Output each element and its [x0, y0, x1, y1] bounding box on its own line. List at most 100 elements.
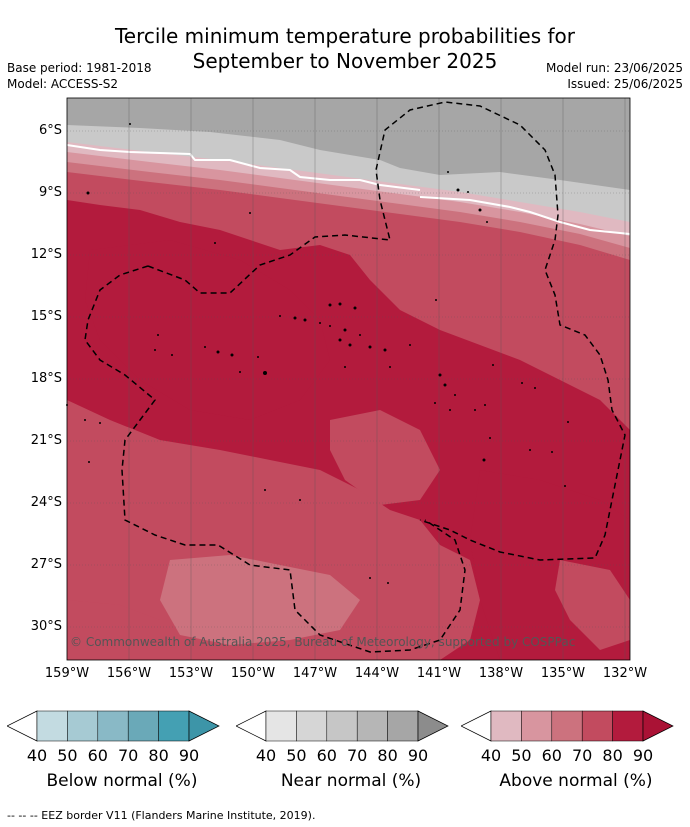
island: [435, 299, 437, 301]
colorbar-extend-low: [460, 710, 492, 742]
island: [359, 334, 361, 336]
lon-label-138w: 138°W: [478, 666, 524, 681]
island: [293, 316, 297, 320]
eez-border-cook-islands: [147, 101, 626, 561]
colorbar-ticks: 40 50 60 70 80 90: [7, 746, 237, 766]
title-line-1: Tercile minimum temperature probabilitie…: [114, 24, 576, 48]
island: [443, 383, 447, 387]
colorbar-segment: [387, 710, 419, 742]
lon-label-150w: 150°W: [230, 666, 276, 681]
tick-label: 40: [26, 746, 48, 765]
lat-label-9s: 9°S: [38, 185, 62, 200]
island: [434, 402, 436, 404]
colorbar-segment: [265, 710, 297, 742]
island: [467, 191, 469, 193]
tick-label: 70: [118, 746, 139, 765]
run-info: Model run: 23/06/2025 Issued: 25/06/2025: [546, 60, 683, 92]
island: [230, 353, 234, 357]
tick-label: 60: [541, 746, 562, 765]
island: [369, 577, 371, 579]
copyright-notice: © Commonwealth of Australia 2025, Bureau…: [70, 635, 576, 649]
legend-above-normal: 40 50 60 70 80 90 Above normal (%): [460, 708, 690, 808]
issued-date: Issued: 25/06/2025: [567, 77, 683, 91]
above-70-band: [67, 172, 630, 430]
lon-label-147w: 147°W: [292, 666, 338, 681]
island: [216, 350, 220, 354]
island: [204, 346, 206, 348]
colorbar-ticks: 40 50 60 70 80 90: [236, 746, 466, 766]
island: [303, 318, 307, 322]
island: [482, 458, 486, 462]
island: [484, 404, 486, 406]
island: [263, 371, 267, 375]
island: [129, 123, 131, 125]
colorbar-segment: [158, 710, 190, 742]
legend-caption: Near normal (%): [280, 771, 422, 791]
above-70-patch-east: [555, 560, 630, 650]
island: [409, 344, 411, 346]
model-name: Model: ACCESS-S2: [7, 77, 119, 91]
island: [534, 387, 536, 389]
colorbar-above-normal: [460, 710, 674, 742]
white-boundary-east: [419, 196, 630, 235]
lon-label-153w: 153°W: [168, 666, 214, 681]
colorbar-segment: [490, 710, 522, 742]
tick-label: 90: [178, 746, 200, 765]
tick-label: 90: [407, 746, 429, 765]
island: [171, 354, 173, 356]
colorbar-segment: [521, 710, 553, 742]
colorbar-segment: [612, 710, 644, 742]
island: [551, 451, 553, 453]
legend-near-normal: 40 50 60 70 80 90 Near normal (%): [235, 708, 466, 808]
tick-label: 90: [632, 746, 654, 765]
island: [478, 208, 482, 212]
tick-label: 80: [602, 746, 623, 765]
island: [154, 349, 156, 351]
island: [389, 366, 391, 368]
tick-label: 70: [572, 746, 593, 765]
colorbar-segment: [581, 710, 613, 742]
island: [88, 461, 90, 463]
colorbar-extend-low: [6, 710, 38, 742]
tick-label: 50: [57, 746, 78, 765]
lon-label-156w: 156°W: [106, 666, 152, 681]
tick-label: 50: [511, 746, 532, 765]
colorbar-segment: [127, 710, 159, 742]
island: [279, 315, 281, 317]
island: [521, 382, 523, 384]
colorbar-ticks: 40 50 60 70 80 90: [461, 746, 690, 766]
island: [344, 366, 346, 368]
island: [99, 422, 101, 424]
grid-lines: [67, 98, 630, 660]
lat-label-24s: 24°S: [30, 495, 62, 510]
colorbar-extend-high: [642, 710, 674, 742]
map-canvas: [66, 97, 631, 661]
tick-label: 70: [347, 746, 368, 765]
lat-label-12s: 12°S: [30, 247, 62, 262]
colorbar-extend-high: [188, 710, 220, 742]
lat-label-21s: 21°S: [30, 433, 62, 448]
islands: [66, 123, 569, 584]
island: [348, 343, 352, 347]
colorbar-segment: [97, 710, 129, 742]
colorbar-segment: [551, 710, 583, 742]
island: [492, 364, 494, 366]
lon-label-135w: 135°W: [540, 666, 586, 681]
island: [343, 328, 347, 332]
tick-label: 40: [255, 746, 277, 765]
tick-label: 50: [286, 746, 307, 765]
island: [567, 421, 569, 423]
above-70-patch-center: [330, 410, 440, 505]
tick-label: 60: [316, 746, 337, 765]
island: [84, 419, 86, 421]
base-period: Base period: 1981-2018: [7, 61, 152, 75]
legend-below-normal: 40 50 60 70 80 90 Below normal (%): [6, 708, 237, 808]
island: [214, 242, 216, 244]
island: [338, 338, 342, 342]
island: [157, 334, 159, 336]
above-60-patch-south: [160, 555, 360, 645]
island: [387, 582, 389, 584]
island: [383, 348, 387, 352]
island: [447, 171, 449, 173]
lat-label-15s: 15°S: [30, 309, 62, 324]
